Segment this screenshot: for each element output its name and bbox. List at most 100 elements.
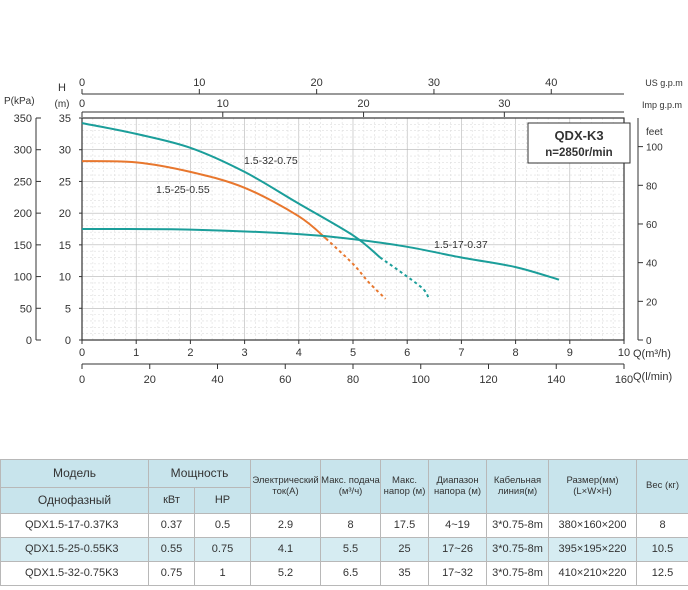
series-label-1.5-17-0.37: 1.5-17-0.37 xyxy=(434,239,488,251)
usgpm-axis-tick-label: 20 xyxy=(311,77,323,89)
feet-axis-tick-label: 80 xyxy=(646,181,658,192)
usgpm-axis-tick-label: 40 xyxy=(545,77,557,89)
lmin-axis-tick-label: 160 xyxy=(615,374,633,386)
header-head-range: Диапазон напора (м) xyxy=(428,459,488,514)
h-axis-tick-label: 15 xyxy=(59,240,71,252)
curve-1.5-17-0.37 xyxy=(81,228,560,281)
cell-weight: 8 xyxy=(636,513,688,538)
m3h-axis-tick-label: 10 xyxy=(618,347,630,359)
header-max-head: Макс. напор (м) xyxy=(380,459,430,514)
header-size: Размер(мм) (L×W×H) xyxy=(548,459,638,514)
h-axis-tick-label: 0 xyxy=(65,335,71,347)
cell-range: 4~19 xyxy=(428,513,488,538)
h-axis-tick-label: 30 xyxy=(59,145,71,157)
kpa-axis-tick-label: 50 xyxy=(20,303,32,315)
table-row: QDX1.5-32-0.75K3 0.75 1 5.2 6.5 35 17~32… xyxy=(0,561,688,586)
lmin-axis-tick-label: 100 xyxy=(412,374,430,386)
chart-curves xyxy=(81,122,560,300)
feet-axis-tick-label: 40 xyxy=(646,259,658,270)
cell-model: QDX1.5-17-0.37K3 xyxy=(0,513,149,538)
m3h-axis-label: Q(m³/h) xyxy=(633,348,671,360)
feet-axis-tick-label: 0 xyxy=(646,336,652,347)
cell-hp: 0.75 xyxy=(193,537,252,562)
header-power: Мощность xyxy=(147,459,252,488)
cell-head: 25 xyxy=(380,537,430,562)
cell-flow: 5.5 xyxy=(320,537,382,562)
lmin-axis-tick-label: 80 xyxy=(347,374,359,386)
usgpm-axis-tick-label: 0 xyxy=(79,77,85,89)
cell-kw: 0.75 xyxy=(148,561,195,586)
cell-current: 4.1 xyxy=(250,537,322,562)
m3h-axis-tick-label: 8 xyxy=(513,347,519,359)
impgpm-axis-label: Imp g.p.m xyxy=(642,100,682,110)
feet-axis-label: feet xyxy=(646,127,663,138)
usgpm-axis-tick-label: 10 xyxy=(193,77,205,89)
model-title-box: QDX-K3 n=2850r/min xyxy=(527,122,631,164)
cell-range: 17~32 xyxy=(428,561,488,586)
chart-grid xyxy=(82,118,624,340)
cell-range: 17~26 xyxy=(428,537,488,562)
kpa-axis-tick-label: 300 xyxy=(14,145,32,157)
lmin-axis-label: Q(l/min) xyxy=(633,371,672,383)
cell-weight: 10.5 xyxy=(636,537,688,562)
cell-current: 5.2 xyxy=(250,561,322,586)
model-speed: n=2850r/min xyxy=(545,147,612,159)
h-axis-unit: (m) xyxy=(55,99,70,110)
kpa-axis-tick-label: 100 xyxy=(14,272,32,284)
impgpm-axis-tick-label: 30 xyxy=(498,98,510,110)
cell-head: 35 xyxy=(380,561,430,586)
h-axis-tick-label: 25 xyxy=(59,176,71,188)
kpa-axis-tick-label: 250 xyxy=(14,176,32,188)
m3h-axis-tick-label: 6 xyxy=(404,347,410,359)
lmin-axis-tick-label: 20 xyxy=(144,374,156,386)
series-label-1.5-25-0.55: 1.5-25-0.55 xyxy=(156,184,210,196)
lmin-axis-tick-label: 40 xyxy=(211,374,223,386)
impgpm-axis-tick-label: 0 xyxy=(79,98,85,110)
cell-model: QDX1.5-25-0.55K3 xyxy=(0,537,149,562)
spec-table: Модель Мощность Электрический ток(А) Мак… xyxy=(0,459,688,586)
lmin-axis-tick-label: 140 xyxy=(547,374,565,386)
h-axis-tick-label: 5 xyxy=(65,303,71,315)
cell-size: 410×210×220 xyxy=(548,561,638,586)
header-model-sub: Однофазный xyxy=(0,487,149,514)
m3h-axis-tick-label: 3 xyxy=(242,347,248,359)
m3h-axis-tick-label: 1 xyxy=(133,347,139,359)
cell-cable: 3*0.75-8m xyxy=(486,561,550,586)
feet-axis-tick-label: 60 xyxy=(646,220,658,231)
cell-hp: 0.5 xyxy=(193,513,252,538)
lmin-axis-tick-label: 120 xyxy=(479,374,497,386)
kpa-axis-tick-label: 200 xyxy=(14,208,32,220)
chart-axes: 05101520253035H(m)050100150200250300350P… xyxy=(4,77,683,386)
chart-labels: 1.5-32-0.75 1.5-25-0.55 1.5-17-0.37 xyxy=(156,155,488,251)
header-cable: Кабельная линия(м) xyxy=(486,459,550,514)
curve-dashed-1.5-25-0.55 xyxy=(325,237,387,300)
lmin-axis-tick-label: 0 xyxy=(79,374,85,386)
curve-dashed-1.5-32-0.75 xyxy=(379,256,430,300)
m3h-axis-tick-label: 2 xyxy=(187,347,193,359)
feet-axis-tick-label: 100 xyxy=(646,143,663,154)
cell-kw: 0.37 xyxy=(148,513,195,538)
header-model: Модель xyxy=(0,459,149,488)
h-axis-label: H xyxy=(58,82,66,94)
curve-1.5-32-0.75 xyxy=(81,122,381,259)
impgpm-axis-tick-label: 20 xyxy=(357,98,369,110)
cell-cable: 3*0.75-8m xyxy=(486,537,550,562)
cell-flow: 6.5 xyxy=(320,561,382,586)
cell-current: 2.9 xyxy=(250,513,322,538)
m3h-axis-tick-label: 5 xyxy=(350,347,356,359)
header-hp: HP xyxy=(193,487,252,514)
kpa-axis-label: P(kPa) xyxy=(4,96,35,107)
feet-axis-tick-label: 20 xyxy=(646,297,658,308)
kpa-axis-tick-label: 150 xyxy=(14,240,32,252)
m3h-axis-tick-label: 7 xyxy=(458,347,464,359)
header-max-flow: Макс. подача (м³/ч) xyxy=(320,459,382,514)
cell-kw: 0.55 xyxy=(148,537,195,562)
cell-model: QDX1.5-32-0.75K3 xyxy=(0,561,149,586)
impgpm-axis-tick-label: 10 xyxy=(217,98,229,110)
header-weight: Вес (кг) xyxy=(636,459,688,514)
cell-flow: 8 xyxy=(320,513,382,538)
cell-cable: 3*0.75-8m xyxy=(486,513,550,538)
cell-hp: 1 xyxy=(193,561,252,586)
header-kw: кВт xyxy=(148,487,195,514)
m3h-axis-tick-label: 0 xyxy=(79,347,85,359)
